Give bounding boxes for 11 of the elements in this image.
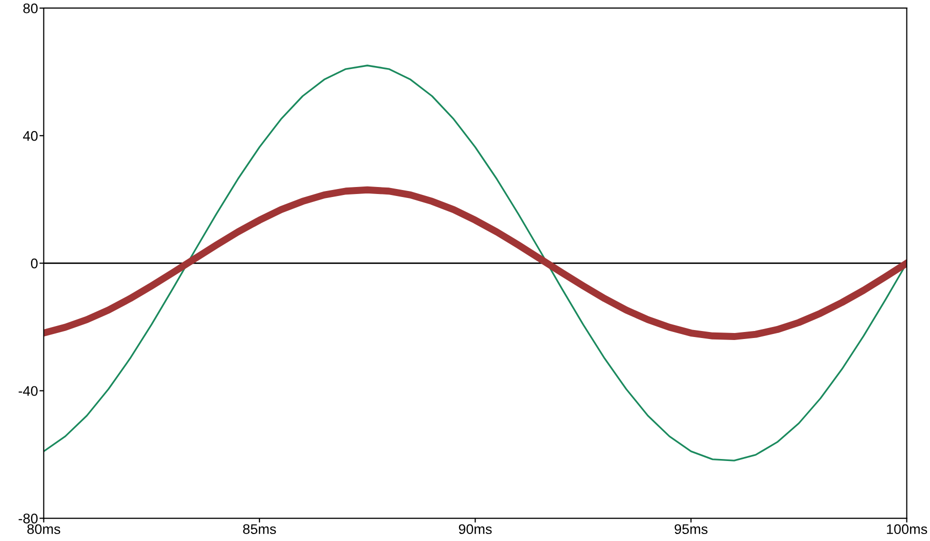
y-tick-label: -40	[18, 386, 38, 396]
y-tick-label: -80	[18, 514, 38, 524]
x-tick-label: 80ms	[27, 524, 60, 534]
y-tick-label: 80	[23, 3, 38, 14]
x-tick-label: 90ms	[458, 524, 492, 534]
x-tick-label: 85ms	[243, 524, 276, 534]
y-tick-label: 40	[23, 130, 38, 141]
x-tick-label: 100ms	[886, 524, 928, 534]
x-tick-label: 95ms	[674, 524, 708, 534]
y-tick-label: 0	[30, 258, 38, 268]
line-series	[44, 64, 907, 462]
